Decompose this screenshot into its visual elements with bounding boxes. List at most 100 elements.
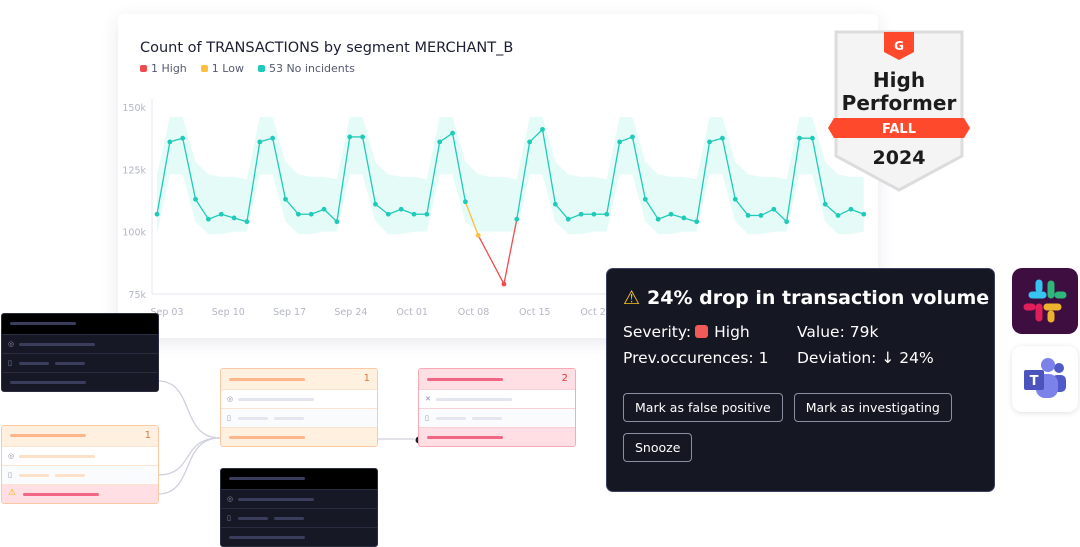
severity-swatch [695,325,709,338]
data-point [321,206,327,212]
data-point [231,215,237,221]
series-segment [195,198,209,220]
legend-high[interactable]: 1 High [140,62,187,75]
deviation-label: Deviation: [797,349,877,367]
y-tick-label: 100k [122,228,146,239]
legend-swatch-ok [257,65,265,72]
x-tick-label: Oct 01 [396,307,428,318]
data-point [565,216,571,222]
data-point [848,206,854,212]
data-point [193,196,198,202]
expected-range-band [157,116,864,235]
data-point [552,201,558,207]
search-icon: ◎ [227,495,234,503]
mark-false-positive-button[interactable]: Mark as false positive [623,393,783,422]
data-point [809,135,815,141]
legend-no-incidents[interactable]: 53 No incidents [257,62,355,75]
series-segment [721,138,736,200]
alert-title-text: 24% drop in transaction volume [647,287,990,309]
series-segment [773,208,788,223]
x-tick-label: Sep 03 [150,307,183,318]
legend-low[interactable]: 1 Low [200,62,244,75]
file-icon: ▯ [227,514,231,522]
data-point [283,196,288,202]
slack-app-tile[interactable] [1012,268,1078,334]
data-point [527,139,533,145]
data-point [257,139,263,145]
chart-title: Count of TRANSACTIONS by segment MERCHAN… [140,40,514,56]
warning-icon: ⚠ [623,287,641,309]
series-segment [361,136,377,205]
value-value: 79k [849,323,879,341]
data-point [334,219,340,225]
series-segment [696,141,711,222]
teams-icon: T [1024,358,1066,398]
data-point [154,211,160,217]
data-point [732,196,738,202]
lineage-node-target[interactable]: 2 ✕ ▯ [418,368,576,447]
data-point [822,201,828,207]
incident-point-high [501,281,507,287]
lineage-node-transform[interactable]: 1 ◎ ▯ [220,368,378,447]
g2-high-performer-badge: G High Performer FALL 2024 [828,30,970,192]
data-point [578,211,584,217]
file-icon: ▯ [8,471,12,479]
data-point [347,134,353,140]
legend-label: 53 No incidents [268,62,355,75]
data-point [604,211,610,217]
series-segment [336,136,351,222]
data-point [861,211,867,217]
transform-icon: ✕ [425,395,431,403]
data-point [180,135,186,141]
mark-investigating-button[interactable]: Mark as investigating [793,393,952,422]
data-point [450,130,455,136]
data-point [398,206,404,212]
y-tick-label: 150k [122,103,146,114]
data-point [360,134,365,140]
data-point [655,216,661,222]
value-label: Value: [797,323,845,341]
data-point [642,196,648,202]
series-segment [323,208,338,223]
lineage-node-source-1[interactable]: ◎ ▯ [1,313,159,392]
teams-app-tile[interactable]: T [1012,346,1078,412]
legend-label: 1 Low [211,62,244,75]
data-point [745,213,751,218]
severity-label: Severity: [623,323,692,341]
incident-point-low [475,233,481,238]
data-point [167,139,173,145]
badge-year: 2024 [873,147,926,169]
data-point [784,219,790,225]
deviation-value: ↓ 24% [881,349,934,367]
data-point [668,211,674,217]
data-point [270,135,276,141]
series-segment [734,198,749,216]
x-tick-label: Sep 24 [334,307,367,318]
data-point [694,219,700,225]
alert-title: ⚠ 24% drop in transaction volume [623,287,989,309]
series-segment [246,141,261,222]
series-segment [451,133,467,202]
series-segment [464,201,479,236]
lineage-node-source-2[interactable]: 1 ◎ ▯ ⚠ [1,425,159,504]
series-segment [182,138,197,200]
data-point [797,135,802,141]
data-point [437,139,443,145]
x-tick-label: Oct 08 [458,307,490,318]
series-segment [477,235,505,285]
chart-card: 150k 125k 100k 75k Sep 03 Sep 10 Sep 17 Sep 24 O… [118,14,878,338]
series-segment [503,219,518,285]
x-tick-label: Oct 22 [580,307,612,318]
snooze-button[interactable]: Snooze [623,433,693,462]
svg-text:G: G [894,39,904,53]
lineage-node-other[interactable]: ◎ ▯ [220,468,378,547]
data-point [835,213,841,218]
series-segment [529,128,543,143]
data-point [373,201,378,207]
legend-swatch-low [200,65,208,72]
data-point [681,215,687,221]
data-point [771,206,777,212]
data-point [720,135,725,141]
data-point [385,211,391,217]
y-tick-label: 125k [122,165,146,176]
